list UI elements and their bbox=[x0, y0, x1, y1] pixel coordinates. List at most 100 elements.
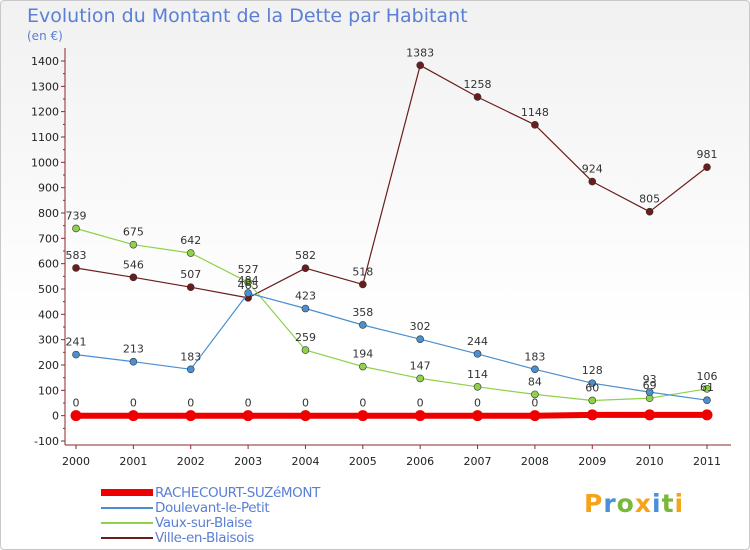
data-label: 423 bbox=[295, 290, 316, 303]
y-tick-label: 100 bbox=[38, 384, 59, 397]
logo-letter: i bbox=[652, 489, 662, 518]
legend-item: Vaux-sur-Blaise bbox=[101, 514, 320, 531]
data-label: 0 bbox=[245, 397, 252, 410]
y-tick-label: 900 bbox=[38, 182, 59, 195]
data-label: 244 bbox=[467, 335, 488, 348]
data-label: 546 bbox=[123, 258, 144, 271]
data-point bbox=[644, 409, 656, 421]
logo-letter: i bbox=[674, 489, 685, 518]
data-label: 675 bbox=[123, 226, 144, 239]
data-point bbox=[72, 264, 80, 272]
data-point bbox=[301, 264, 310, 273]
y-tick-label: 1300 bbox=[31, 80, 59, 93]
data-label: 465 bbox=[238, 279, 259, 292]
x-tick-label: 2007 bbox=[464, 455, 492, 468]
logo-letter: r bbox=[603, 489, 617, 518]
data-label: 1383 bbox=[406, 46, 434, 59]
data-point bbox=[531, 121, 539, 129]
data-point bbox=[588, 396, 597, 405]
data-point bbox=[473, 350, 482, 358]
data-label: 981 bbox=[697, 148, 718, 161]
x-tick-label: 2000 bbox=[62, 455, 90, 468]
data-label: 0 bbox=[73, 397, 80, 410]
series-line bbox=[75, 227, 708, 402]
data-label: 213 bbox=[123, 343, 144, 356]
data-label: 93 bbox=[643, 373, 657, 386]
y-tick-label: -100 bbox=[34, 435, 59, 448]
data-label: 0 bbox=[130, 397, 137, 410]
x-tick-label: 2004 bbox=[291, 455, 319, 468]
data-point bbox=[529, 410, 541, 422]
data-point bbox=[127, 410, 139, 422]
y-tick-label: 700 bbox=[38, 232, 59, 245]
data-label: 194 bbox=[352, 348, 373, 361]
data-label: 642 bbox=[180, 234, 201, 247]
logo-letter: o bbox=[616, 489, 635, 518]
y-tick-label: 500 bbox=[38, 283, 59, 296]
data-point bbox=[72, 224, 80, 233]
data-label: 805 bbox=[639, 193, 660, 206]
data-label: 358 bbox=[352, 306, 373, 319]
data-point bbox=[185, 410, 197, 422]
data-point bbox=[531, 365, 539, 374]
logo-letter: t bbox=[661, 489, 675, 518]
data-point bbox=[242, 410, 254, 422]
data-label: 106 bbox=[697, 370, 718, 383]
data-label: 739 bbox=[66, 209, 87, 222]
data-point bbox=[244, 278, 252, 286]
y-tick-label: 1200 bbox=[31, 106, 59, 119]
data-label: 527 bbox=[238, 263, 259, 276]
data-point bbox=[129, 240, 138, 249]
x-tick-label: 2010 bbox=[636, 455, 664, 468]
chart-title: Evolution du Montant de la Dette par Hab… bbox=[27, 5, 468, 27]
data-point bbox=[472, 410, 484, 422]
proxiti-logo: Proxiti bbox=[584, 489, 684, 518]
data-label: 114 bbox=[467, 368, 488, 381]
y-tick-label: 300 bbox=[38, 334, 59, 347]
data-label: 0 bbox=[531, 397, 538, 410]
x-tick-label: 2001 bbox=[119, 455, 147, 468]
x-tick-label: 2011 bbox=[693, 455, 721, 468]
data-point bbox=[186, 365, 195, 374]
data-label: 128 bbox=[582, 364, 603, 377]
data-point bbox=[244, 289, 252, 297]
y-tick-label: 1000 bbox=[31, 156, 59, 169]
x-tick-label: 2002 bbox=[177, 455, 205, 468]
data-point bbox=[186, 249, 195, 257]
data-label: 84 bbox=[528, 375, 542, 388]
data-point bbox=[299, 410, 311, 422]
data-label: 583 bbox=[66, 249, 87, 262]
data-point bbox=[416, 374, 424, 383]
y-tick-label: 800 bbox=[38, 207, 59, 220]
data-point bbox=[359, 280, 367, 289]
data-point bbox=[70, 410, 82, 422]
data-label: 0 bbox=[417, 397, 424, 410]
series-line bbox=[76, 411, 707, 419]
data-point bbox=[588, 379, 597, 388]
data-point bbox=[703, 396, 711, 405]
data-label: 507 bbox=[180, 268, 201, 281]
legend-label: Ville-en-Blaisois bbox=[155, 529, 254, 546]
data-label: 1258 bbox=[464, 78, 492, 91]
x-tick-label: 2008 bbox=[521, 455, 549, 468]
data-point bbox=[473, 93, 482, 101]
data-point bbox=[645, 388, 654, 396]
legend-label: Vaux-sur-Blaise bbox=[155, 514, 252, 531]
data-point bbox=[703, 385, 711, 393]
series-line bbox=[75, 64, 708, 299]
legend: RACHECOURT-SUZéMONT Doulevant-le-Petit Vau… bbox=[101, 485, 320, 546]
y-tick-label: 1400 bbox=[31, 55, 59, 68]
data-point bbox=[701, 409, 713, 421]
legend-label: Doulevant-le-Petit bbox=[155, 499, 270, 516]
data-point bbox=[586, 409, 598, 421]
data-label: 0 bbox=[474, 397, 481, 410]
series-line bbox=[75, 292, 708, 401]
data-label: 241 bbox=[66, 336, 87, 349]
y-tick-label: 600 bbox=[38, 258, 59, 271]
data-point bbox=[301, 304, 310, 313]
data-point bbox=[414, 410, 426, 422]
data-label: 0 bbox=[359, 397, 366, 410]
logo-letter: P bbox=[584, 489, 604, 518]
data-point bbox=[129, 273, 138, 282]
